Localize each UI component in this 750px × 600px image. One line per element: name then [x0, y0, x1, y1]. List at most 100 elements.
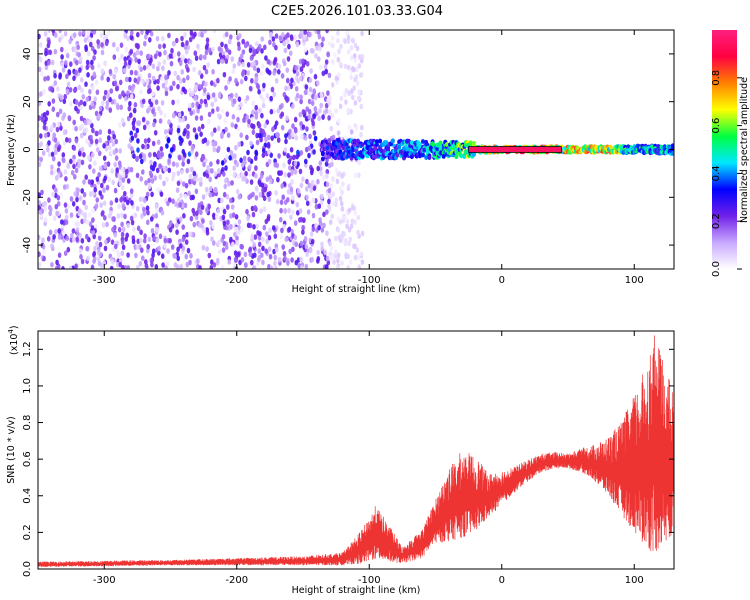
- heatmap-cell: [67, 69, 71, 75]
- heatmap-cell: [353, 76, 357, 83]
- heatmap-cell: [100, 75, 104, 81]
- heatmap-cell: [155, 208, 159, 214]
- heatmap-cell: [255, 223, 259, 229]
- heatmap-cell: [226, 146, 231, 153]
- heatmap-cell: [151, 140, 156, 147]
- heatmap-cell: [100, 182, 104, 189]
- spectrogram-heatmap: [38, 30, 674, 269]
- heatmap-cell: [194, 188, 199, 195]
- heatmap-cell: [63, 93, 67, 100]
- heatmap-cell: [275, 247, 279, 253]
- heatmap-cell: [164, 265, 168, 269]
- heatmap-cell: [343, 240, 348, 247]
- heatmap-cell: [314, 222, 318, 229]
- heatmap-cell: [319, 102, 324, 109]
- heatmap-cell: [236, 126, 241, 132]
- heatmap-cell: [249, 55, 254, 61]
- heatmap-cell: [263, 122, 268, 129]
- heatmap-cell: [178, 117, 182, 124]
- heatmap-cells: [38, 30, 674, 269]
- heatmap-cell: [129, 48, 134, 55]
- heatmap-cell: [85, 233, 89, 240]
- heatmap-cell: [336, 252, 341, 259]
- heatmap-cell: [92, 258, 96, 265]
- heatmap-cell: [325, 209, 329, 215]
- heatmap-cell: [282, 162, 286, 169]
- heatmap-cell: [196, 43, 200, 50]
- heatmap-cell: [131, 120, 136, 127]
- heatmap-cell: [330, 252, 335, 259]
- heatmap-cell: [349, 45, 354, 51]
- heatmap-cell: [120, 239, 125, 245]
- heatmap-cell: [72, 154, 76, 161]
- heatmap-cell: [237, 96, 242, 102]
- heatmap-cell: [275, 198, 280, 205]
- heatmap-cell: [82, 127, 87, 134]
- heatmap-cell: [47, 101, 51, 107]
- heatmap-cell: [117, 57, 122, 63]
- heatmap-cell: [336, 118, 341, 124]
- heatmap-cell: [247, 156, 251, 163]
- heatmap-cell: [104, 239, 108, 245]
- heatmap-cell: [222, 220, 227, 227]
- heatmap-cell: [154, 213, 159, 219]
- heatmap-cell: [212, 30, 217, 34]
- heatmap-cell: [175, 37, 179, 44]
- heatmap-cell: [146, 88, 151, 95]
- heatmap-cell: [105, 221, 109, 228]
- heatmap-cell: [226, 204, 230, 210]
- heatmap-cell: [186, 130, 190, 136]
- heatmap-cell: [336, 264, 340, 269]
- heatmap-cell: [50, 124, 54, 131]
- heatmap-cell: [204, 81, 208, 87]
- heatmap-cell: [86, 72, 90, 78]
- heatmap-cell: [245, 208, 249, 215]
- heatmap-cell: [263, 44, 267, 51]
- heatmap-cell: [305, 251, 309, 257]
- heatmap-cell: [38, 234, 41, 241]
- heatmap-cell: [213, 171, 217, 177]
- heatmap-cell: [257, 256, 261, 263]
- heatmap-cell: [252, 241, 256, 248]
- heatmap-cell: [212, 146, 217, 153]
- heatmap-cell: [144, 34, 148, 40]
- heatmap-cell: [276, 108, 281, 114]
- heatmap-cell: [351, 66, 355, 72]
- heatmap-cell: [266, 134, 271, 141]
- heatmap-cell: [158, 118, 163, 124]
- heatmap-cell: [202, 227, 206, 233]
- heatmap-cell: [284, 236, 289, 242]
- y-tick-label: 1.2: [22, 341, 33, 357]
- heatmap-cell: [113, 187, 118, 194]
- heatmap-cell: [57, 234, 62, 240]
- heatmap-cell: [292, 154, 296, 161]
- heatmap-cell: [280, 183, 285, 189]
- heatmap-cell: [94, 79, 99, 86]
- heatmap-cell: [350, 218, 355, 224]
- heatmap-cell: [205, 37, 210, 43]
- heatmap-cell: [80, 87, 84, 94]
- heatmap-cell: [269, 152, 274, 158]
- snr-line: [38, 335, 674, 568]
- heatmap-cell: [168, 153, 172, 159]
- heatmap-cell: [334, 167, 339, 174]
- heatmap-cell: [291, 246, 295, 253]
- heatmap-cell: [282, 223, 287, 230]
- heatmap-cell: [295, 201, 300, 208]
- heatmap-cell: [360, 124, 364, 131]
- heatmap-cell: [355, 247, 360, 253]
- heatmap-cell: [66, 163, 70, 169]
- heatmap-cell: [71, 228, 76, 234]
- heatmap-cell: [210, 259, 214, 265]
- heatmap-cell: [190, 166, 194, 173]
- heatmap-cell: [261, 97, 266, 103]
- heatmap-cell: [357, 89, 361, 95]
- heatmap-cell: [121, 244, 126, 251]
- spectrogram-x-ticks: -300 -200 -100 0 100: [93, 30, 644, 286]
- heatmap-cell: [243, 42, 248, 49]
- heatmap-cell: [299, 94, 303, 100]
- heatmap-cell: [308, 86, 313, 93]
- heatmap-cell: [299, 98, 303, 105]
- heatmap-cell: [170, 244, 175, 250]
- heatmap-cell: [390, 138, 395, 144]
